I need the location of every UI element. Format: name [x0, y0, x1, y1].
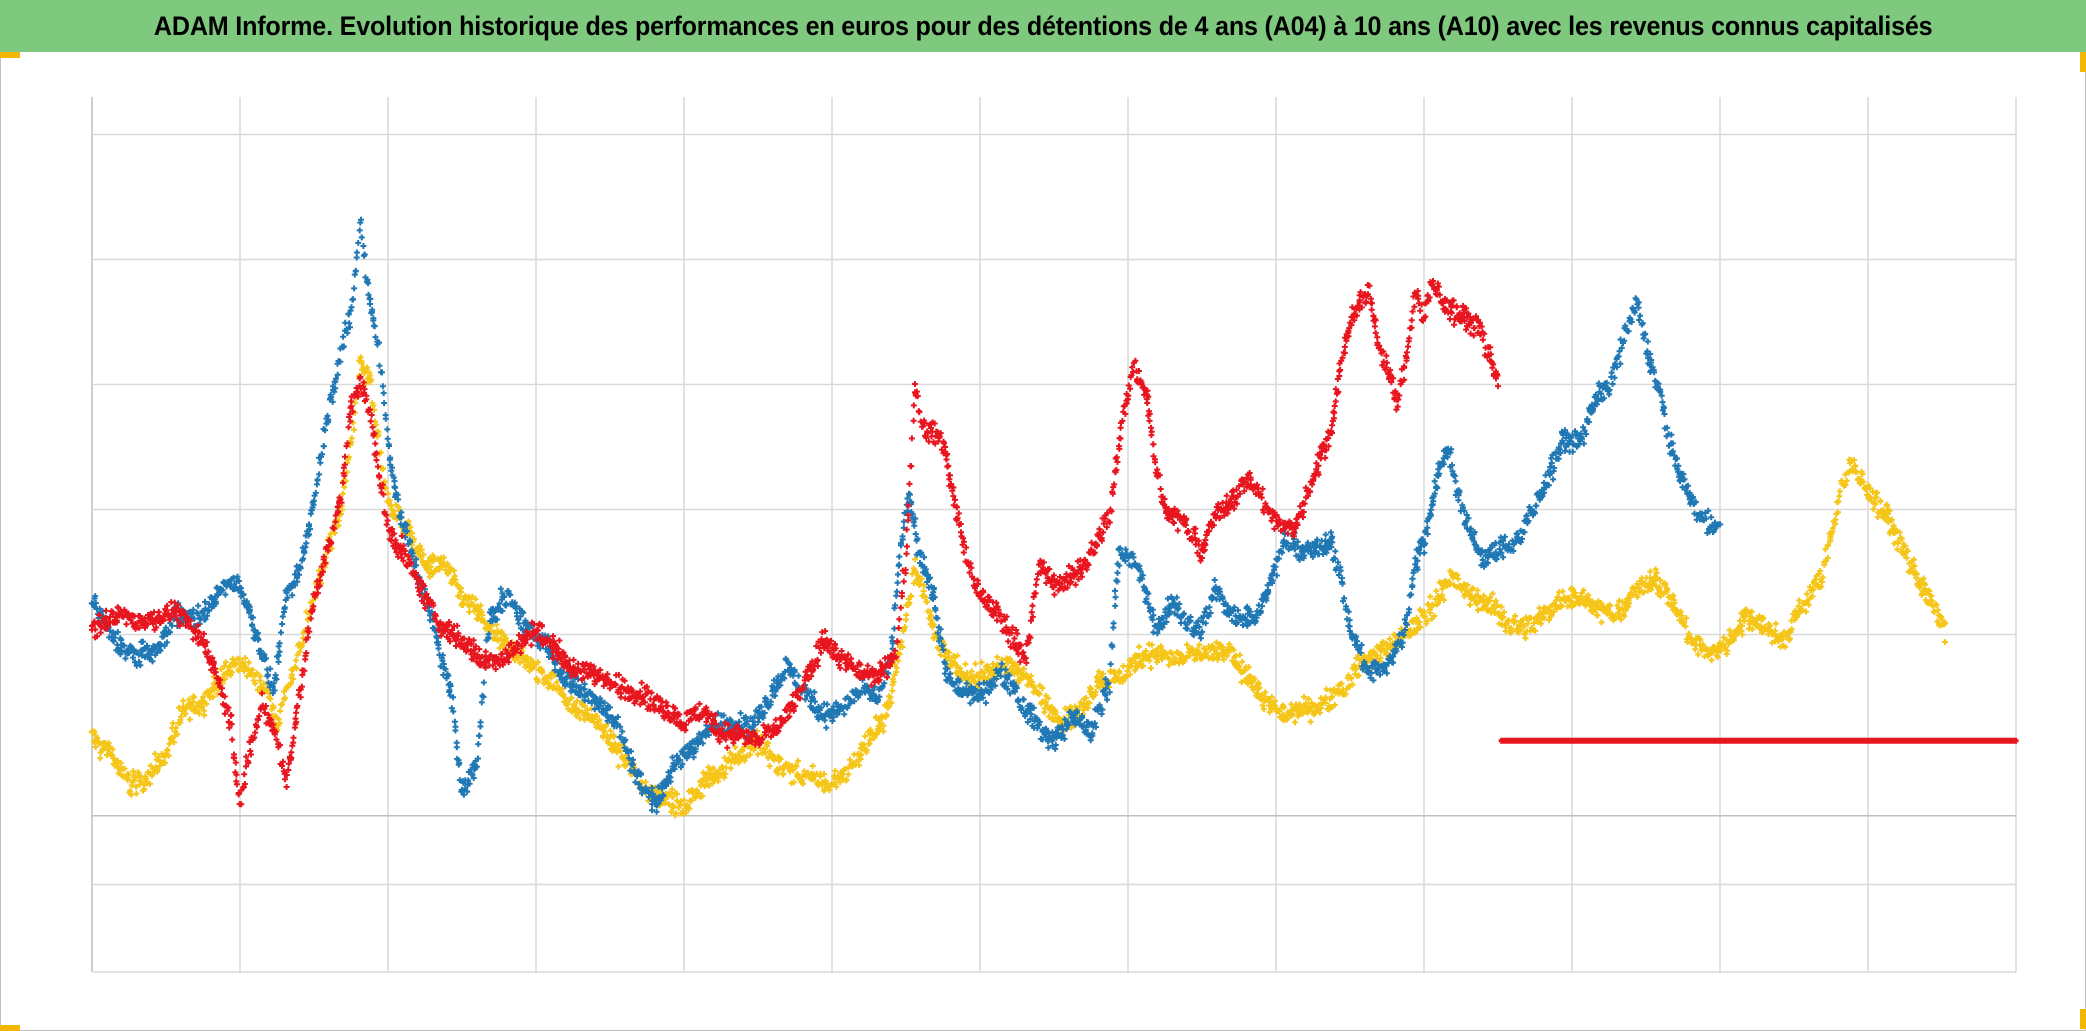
series-red-points [88, 278, 1501, 808]
grid-layer [91, 97, 2017, 973]
corner-accent-bl [0, 1025, 20, 1031]
series-yellow-points [88, 354, 1949, 819]
series-layer [88, 216, 2019, 819]
series-blue-points [88, 216, 1724, 815]
corner-accent-tr [2080, 52, 2086, 72]
series-red [88, 278, 1501, 808]
series-flat-red-points [1498, 737, 2019, 744]
chart-title-bar: ADAM Informe. Evolution historique des p… [0, 0, 2086, 52]
corner-accent-tl [0, 52, 20, 58]
series-flat-red [1498, 737, 2019, 744]
series-blue [88, 216, 1724, 815]
corner-accent-br [2080, 1009, 2086, 1029]
series-yellow [88, 354, 1949, 819]
chart-title: ADAM Informe. Evolution historique des p… [153, 10, 1933, 41]
